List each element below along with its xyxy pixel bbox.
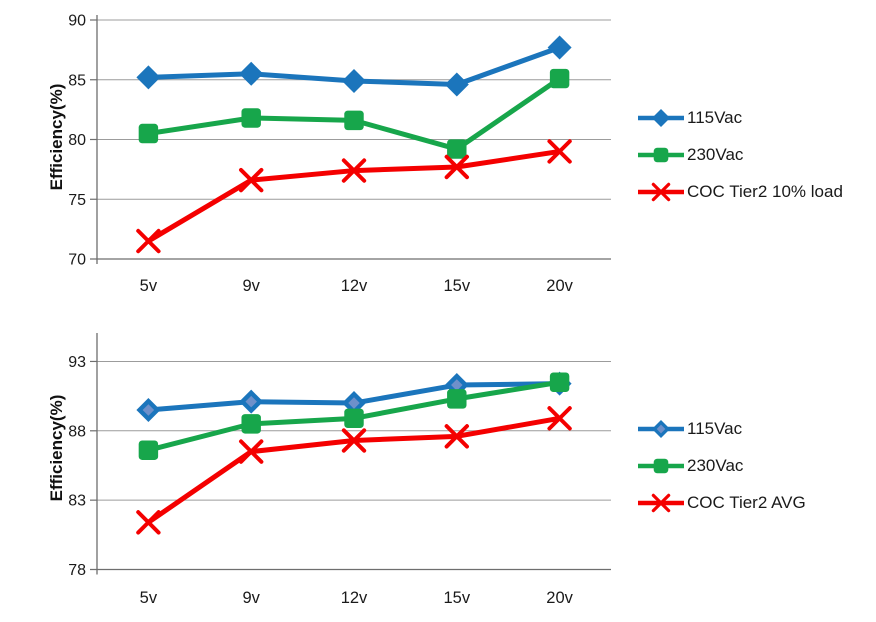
diamond-marker: [239, 61, 264, 86]
y-tick-label: 93: [68, 354, 86, 371]
diamond-marker: [547, 35, 572, 60]
x-marker: [136, 228, 161, 254]
square-marker: [653, 458, 669, 473]
diamond-marker: [444, 72, 469, 97]
x-tick-label: 9v: [242, 277, 260, 295]
x-marker: [239, 167, 264, 193]
legend-marker-glyph: [638, 493, 684, 512]
bottom-chart-plot: 93 88 83 78 5v 9v 12v 15v 20v: [68, 333, 611, 607]
legend-marker-coc-tier2-avg: [637, 491, 687, 515]
x-tick-label: 5v: [140, 589, 158, 607]
legend-marker-115vac: [637, 106, 687, 130]
diamond-marker-highlight: [245, 395, 257, 408]
square-marker: [138, 440, 159, 460]
x-tick-label: 12v: [341, 277, 368, 295]
square-marker: [447, 389, 467, 409]
square-marker: [653, 147, 669, 162]
x-marker: [651, 182, 671, 201]
legend-marker-coc-tier2-10pct: [637, 180, 687, 204]
legend-marker-glyph: [638, 458, 684, 473]
y-tick-label: 78: [68, 562, 86, 579]
diamond-marker: [342, 68, 366, 93]
diamond-marker-highlight: [348, 397, 360, 409]
y-tick-label: 70: [68, 252, 86, 269]
y-tick-label: 88: [68, 423, 86, 440]
legend-label-230vac: 230Vac: [687, 455, 744, 475]
legend-label-115vac: 115Vac: [687, 107, 743, 127]
square-marker: [549, 68, 570, 89]
x-tick-label: 20v: [546, 589, 573, 607]
legend-marker-230vac: [637, 454, 687, 478]
legend-item-115vac: 115Vac: [637, 99, 843, 136]
series-line-COC Tier2 10% load: [145, 148, 563, 244]
legend-label-115vac: 115Vac: [687, 418, 743, 438]
legend-marker-glyph: [638, 147, 684, 162]
diamond-marker-highlight: [451, 379, 463, 391]
square-marker: [241, 414, 261, 434]
x-tick-label: 15v: [443, 589, 470, 607]
square-marker: [549, 372, 570, 392]
legend-marker-115vac: [637, 417, 687, 441]
legend-item-coc-tier2-10pct: COC Tier2 10% load: [637, 173, 843, 210]
diamond-marker-highlight: [142, 404, 155, 416]
x-marker: [444, 154, 469, 180]
diamond-marker: [136, 65, 161, 90]
series-markers-COC Tier2 AVG: [136, 406, 572, 535]
y-tick-label: 85: [68, 72, 86, 89]
square-marker: [447, 139, 467, 159]
x-marker: [341, 158, 367, 183]
legend-item-230vac: 230Vac: [637, 136, 843, 173]
legend-item-coc-tier2-avg: COC Tier2 AVG: [637, 484, 806, 521]
legend-label-230vac: 230Vac: [687, 144, 744, 164]
x-tick-label: 9v: [242, 589, 260, 607]
y-tick-label: 83: [68, 493, 86, 510]
top-chart-plot: 90 85 80 75 70 5v 9v 12v 15v 20v: [68, 13, 611, 295]
legend-marker-glyph: [638, 182, 684, 201]
series-markers-230Vac: [138, 68, 570, 159]
legend-marker-glyph: [638, 419, 684, 438]
x-tick-label: 12v: [341, 589, 368, 607]
legend-marker-glyph: [638, 108, 684, 127]
diamond-marker: [652, 108, 670, 127]
x-marker: [547, 139, 572, 164]
legend-label-coc-tier2-avg: COC Tier2 AVG: [687, 492, 806, 512]
legend-top: 115Vac 230Vac COC Tier2 10% load: [637, 99, 843, 210]
square-marker: [344, 110, 364, 131]
x-marker: [341, 428, 367, 453]
x-marker: [444, 424, 469, 449]
y-axis-title-bottom: Efficiency(%): [47, 394, 66, 502]
square-marker: [241, 108, 261, 128]
x-marker: [651, 493, 671, 512]
y-tick-label: 90: [68, 13, 86, 30]
square-marker: [138, 123, 159, 144]
series-markers-230Vac: [138, 372, 570, 460]
legend-bottom: 115Vac 230Vac COC Tier2 AVG: [637, 410, 806, 521]
diamond-marker-highlight: [656, 424, 666, 433]
y-axis-title-top: Efficiency(%): [47, 83, 66, 191]
x-tick-label: 20v: [546, 277, 573, 295]
x-marker: [547, 406, 572, 431]
legend-item-230vac: 230Vac: [637, 447, 806, 484]
y-tick-label: 75: [68, 192, 86, 209]
x-tick-label: 5v: [140, 277, 158, 295]
x-tick-label: 15v: [443, 277, 470, 295]
series-markers-COC Tier2 10% load: [136, 139, 572, 254]
x-marker: [239, 439, 264, 464]
series-markers-115Vac: [136, 35, 572, 97]
x-marker: [136, 510, 161, 535]
legend-label-coc-tier2-10pct: COC Tier2 10% load: [687, 181, 843, 201]
y-tick-label: 80: [68, 132, 86, 149]
legend-marker-230vac: [637, 143, 687, 167]
legend-item-115vac: 115Vac: [637, 410, 806, 447]
square-marker: [344, 408, 364, 429]
